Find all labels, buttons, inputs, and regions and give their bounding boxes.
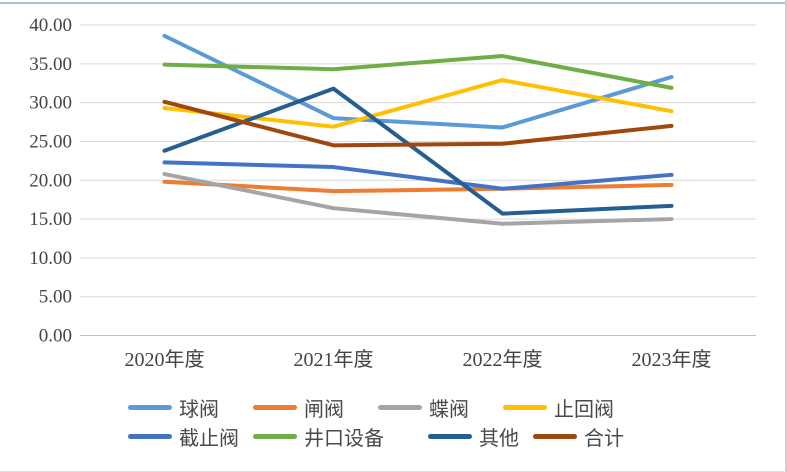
- legend-item-7: 合计: [533, 423, 624, 450]
- legend-item-5: 井口设备: [253, 423, 384, 450]
- legend-label: 合计: [584, 427, 624, 450]
- series-line-7: [162, 99, 674, 148]
- y-axis-tick-label: 25.00: [29, 131, 72, 152]
- x-axis-tick-label: 2022年度: [463, 348, 543, 371]
- y-axis-tick-label: 35.00: [29, 54, 72, 75]
- y-axis-tick-label: 5.00: [39, 287, 72, 308]
- series-line-2: [162, 172, 674, 226]
- legend-line-swatch: [253, 433, 297, 439]
- legend-line-swatch: [503, 404, 547, 410]
- legend-label: 止回阀: [554, 398, 614, 421]
- legend-item-4: 截止阀: [128, 423, 239, 450]
- legend-item-0: 球阀: [128, 394, 219, 421]
- series-line-5: [162, 54, 674, 90]
- y-axis-tick-label: 20.00: [29, 170, 72, 191]
- chart-legend: 球阀 闸阀 蝶阀 止回阀截止阀 井口设备 其他 合计: [0, 394, 785, 458]
- legend-item-2: 蝶阀: [378, 394, 469, 421]
- series-line-3: [162, 78, 674, 129]
- series-line-0: [162, 33, 674, 130]
- x-axis-tick-label: 2023年度: [632, 348, 712, 371]
- legend-label: 其他: [479, 427, 519, 450]
- y-axis-tick-label: 10.00: [29, 248, 72, 269]
- legend-label: 截止阀: [179, 427, 239, 450]
- legend-line-swatch: [378, 404, 422, 410]
- legend-item-6: 其他: [428, 423, 519, 450]
- series-line-6: [162, 86, 674, 216]
- series-line-1: [162, 179, 674, 194]
- x-axis-tick-label: 2020年度: [125, 348, 205, 371]
- legend-item-1: 闸阀: [253, 394, 344, 421]
- legend-line-swatch: [253, 404, 297, 410]
- legend-line-swatch: [533, 433, 577, 439]
- y-axis-tick-label: 30.00: [29, 93, 72, 114]
- y-axis-tick-label: 15.00: [29, 209, 72, 230]
- legend-line-swatch: [128, 404, 172, 410]
- legend-label: 井口设备: [304, 427, 384, 450]
- legend-label: 闸阀: [304, 398, 344, 421]
- x-axis-tick-label: 2021年度: [294, 348, 374, 371]
- legend-item-3: 止回阀: [503, 394, 614, 421]
- legend-label: 蝶阀: [429, 398, 469, 421]
- legend-label: 球阀: [179, 398, 219, 421]
- y-axis-tick-label: 0.00: [39, 326, 72, 347]
- series-line-4: [162, 160, 674, 191]
- line-chart-plot: 0.00 5.00 10.00 15.00 20.00 25.00 30.00 35.00 40…: [29, 15, 756, 371]
- y-axis-tick-label: 40.00: [29, 15, 72, 36]
- window-top-border: [0, 2, 785, 4]
- legend-line-swatch: [428, 433, 472, 439]
- legend-line-swatch: [128, 433, 172, 439]
